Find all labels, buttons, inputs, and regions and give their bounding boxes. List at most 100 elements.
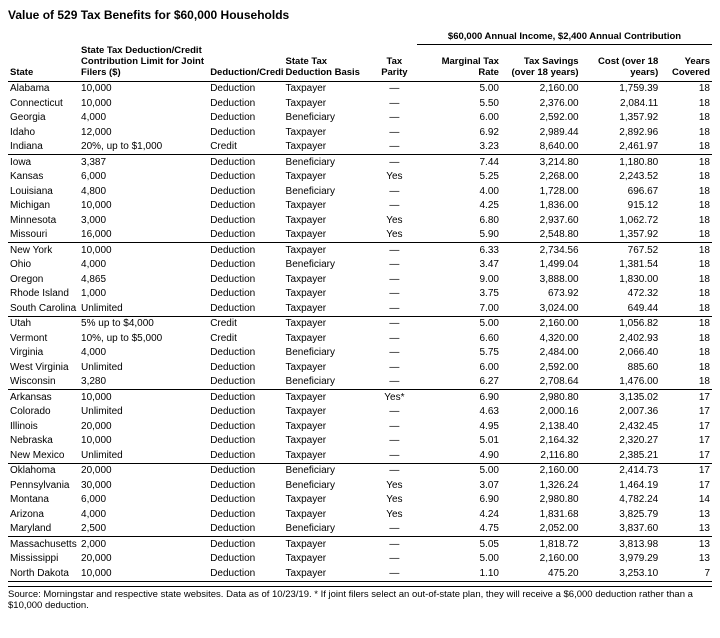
table-cell: New York xyxy=(8,243,79,258)
table-cell: 2,500 xyxy=(79,522,208,537)
table-cell: 2,402.93 xyxy=(581,331,661,346)
table-cell: — xyxy=(372,301,417,316)
table-cell: 915.12 xyxy=(581,199,661,214)
table-cell: Yes xyxy=(372,213,417,228)
table-cell: 18 xyxy=(660,228,712,243)
table-cell: — xyxy=(372,331,417,346)
table-cell: Beneficiary xyxy=(284,478,372,493)
table-cell: 10,000 xyxy=(79,199,208,214)
table-cell: 3,000 xyxy=(79,213,208,228)
table-cell: Taxpayer xyxy=(284,331,372,346)
table-cell: Deduction xyxy=(208,537,283,552)
table-cell: North Dakota xyxy=(8,566,79,581)
table-cell: 5.00 xyxy=(417,552,501,567)
table-cell: Yes xyxy=(372,507,417,522)
table-cell: 2,320.27 xyxy=(581,434,661,449)
table-cell: 4.25 xyxy=(417,199,501,214)
table-cell: 18 xyxy=(660,301,712,316)
table-cell: Wisconsin xyxy=(8,375,79,390)
table-cell: 10,000 xyxy=(79,390,208,405)
table-cell: Yes* xyxy=(372,390,417,405)
col-state: State xyxy=(8,45,79,81)
table-cell: Deduction xyxy=(208,272,283,287)
col-deduction-credit: Deduction/Credit xyxy=(208,45,283,81)
table-row: Missouri16,000DeductionTaxpayerYes5.902,… xyxy=(8,228,712,243)
table-cell: Taxpayer xyxy=(284,537,372,552)
table-cell: — xyxy=(372,258,417,273)
table-cell: 6.00 xyxy=(417,360,501,375)
table-cell: Deduction xyxy=(208,375,283,390)
table-cell: — xyxy=(372,272,417,287)
table-cell: 18 xyxy=(660,213,712,228)
table-cell: Idaho xyxy=(8,125,79,140)
table-row: Vermont10%, up to $5,000CreditTaxpayer—6… xyxy=(8,331,712,346)
table-cell: 2,980.80 xyxy=(501,493,581,508)
table-cell: 2,052.00 xyxy=(501,522,581,537)
table-cell: Deduction xyxy=(208,184,283,199)
table-cell: 18 xyxy=(660,199,712,214)
table-cell: 1,381.54 xyxy=(581,258,661,273)
table-cell: — xyxy=(372,81,417,96)
table-cell: 18 xyxy=(660,170,712,185)
table-cell: 2,160.00 xyxy=(501,316,581,331)
table-cell: 6.27 xyxy=(417,375,501,390)
table-cell: 3.47 xyxy=(417,258,501,273)
table-cell: 2,084.11 xyxy=(581,96,661,111)
table-row: North Dakota10,000DeductionTaxpayer—1.10… xyxy=(8,566,712,581)
table-cell: Deduction xyxy=(208,228,283,243)
table-cell: Taxpayer xyxy=(284,493,372,508)
table-cell: Vermont xyxy=(8,331,79,346)
table-cell: — xyxy=(372,316,417,331)
table-cell: Yes xyxy=(372,493,417,508)
table-cell: 18 xyxy=(660,243,712,258)
table-cell: 2,432.45 xyxy=(581,419,661,434)
table-cell: 1,000 xyxy=(79,287,208,302)
table-cell: — xyxy=(372,111,417,126)
table-cell: Deduction xyxy=(208,478,283,493)
table-cell: Taxpayer xyxy=(284,360,372,375)
table-cell: — xyxy=(372,155,417,170)
table-cell: West Virginia xyxy=(8,360,79,375)
table-cell: 3.75 xyxy=(417,287,501,302)
table-cell: 3.07 xyxy=(417,478,501,493)
table-cell: 1,180.80 xyxy=(581,155,661,170)
table-cell: Utah xyxy=(8,316,79,331)
table-cell: 4.95 xyxy=(417,419,501,434)
table-cell: Credit xyxy=(208,331,283,346)
table-cell: 18 xyxy=(660,316,712,331)
table-cell: 5.00 xyxy=(417,463,501,478)
table-cell: Deduction xyxy=(208,405,283,420)
table-cell: 9.00 xyxy=(417,272,501,287)
table-cell: 6,000 xyxy=(79,170,208,185)
table-cell: Yes xyxy=(372,478,417,493)
table-cell: Ohio xyxy=(8,258,79,273)
table-cell: 8,640.00 xyxy=(501,140,581,155)
table-cell: Taxpayer xyxy=(284,552,372,567)
table-cell: 14 xyxy=(660,493,712,508)
benefits-table: $60,000 Annual Income, $2,400 Annual Con… xyxy=(8,30,712,582)
page-title: Value of 529 Tax Benefits for $60,000 Ho… xyxy=(8,8,712,22)
table-row: New MexicoUnlimitedDeductionTaxpayer—4.9… xyxy=(8,448,712,463)
table-row: Mississippi20,000DeductionTaxpayer—5.002… xyxy=(8,552,712,567)
table-cell: — xyxy=(372,566,417,581)
table-cell: South Carolina xyxy=(8,301,79,316)
table-row: Pennsylvania30,000DeductionBeneficiaryYe… xyxy=(8,478,712,493)
table-cell: Virginia xyxy=(8,346,79,361)
table-cell: Taxpayer xyxy=(284,213,372,228)
table-cell: Beneficiary xyxy=(284,184,372,199)
table-cell: 1,056.82 xyxy=(581,316,661,331)
table-cell: Pennsylvania xyxy=(8,478,79,493)
table-cell: 18 xyxy=(660,375,712,390)
table-cell: 18 xyxy=(660,272,712,287)
table-cell: 10%, up to $5,000 xyxy=(79,331,208,346)
table-cell: 2,414.73 xyxy=(581,463,661,478)
table-row: Arizona4,000DeductionTaxpayerYes4.241,83… xyxy=(8,507,712,522)
table-cell: 13 xyxy=(660,552,712,567)
table-cell: Deduction xyxy=(208,360,283,375)
table-cell: 18 xyxy=(660,111,712,126)
col-basis: State Tax Deduction Basis xyxy=(284,45,372,81)
table-row: Louisiana4,800DeductionBeneficiary—4.001… xyxy=(8,184,712,199)
table-cell: 5.90 xyxy=(417,228,501,243)
table-cell: 2,160.00 xyxy=(501,463,581,478)
table-cell: 18 xyxy=(660,140,712,155)
